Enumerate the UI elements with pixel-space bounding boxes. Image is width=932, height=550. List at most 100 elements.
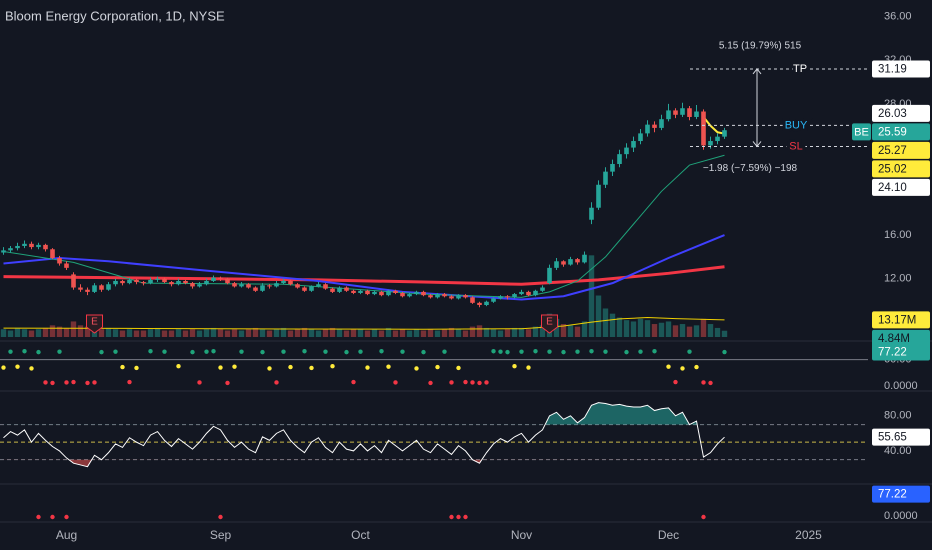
oscillator-dot bbox=[127, 379, 132, 385]
last-price-box bbox=[872, 123, 930, 141]
volume-bar bbox=[364, 330, 371, 337]
volume-bar bbox=[504, 329, 511, 337]
oscillator-dot bbox=[232, 364, 237, 369]
candle-body bbox=[71, 274, 76, 288]
candle-body bbox=[680, 108, 685, 115]
candle-body bbox=[316, 284, 321, 287]
volume-bar bbox=[217, 329, 224, 337]
rsi-line bbox=[3, 402, 725, 468]
volume-bar bbox=[175, 329, 182, 337]
stop-text: −1.98 (−7.59%) −198 bbox=[703, 163, 798, 174]
candle-body bbox=[155, 278, 160, 280]
oscillator-dot bbox=[225, 380, 230, 386]
oscillator-dot bbox=[435, 364, 440, 370]
volume-bar bbox=[49, 325, 56, 337]
volume-bar bbox=[665, 321, 672, 337]
volume-bar bbox=[196, 330, 203, 337]
volume-bar bbox=[441, 329, 448, 337]
volume-bar bbox=[630, 321, 637, 337]
candle-body bbox=[43, 244, 48, 250]
volume-bar bbox=[0, 329, 7, 337]
volume-bar bbox=[462, 330, 469, 337]
candle-body bbox=[652, 124, 657, 128]
volume-bar bbox=[679, 324, 686, 337]
oscillator-dot bbox=[204, 349, 209, 354]
volume-bar bbox=[280, 327, 287, 337]
candle-body bbox=[435, 294, 440, 298]
volume-bar bbox=[567, 325, 574, 337]
volume-bar bbox=[644, 320, 651, 337]
volume-bar bbox=[84, 326, 91, 337]
volume-bar bbox=[294, 329, 301, 337]
candle-body bbox=[687, 108, 692, 117]
candle-body bbox=[638, 133, 643, 142]
oscillator-dot bbox=[414, 366, 419, 371]
candle-body bbox=[561, 261, 566, 265]
volume-bar bbox=[35, 329, 42, 337]
volume-bar bbox=[448, 327, 455, 337]
oscillator-dot bbox=[274, 380, 279, 385]
volume-bar bbox=[231, 329, 238, 337]
volume-bar bbox=[189, 329, 196, 337]
oscillator-dot bbox=[379, 349, 384, 354]
candle-body bbox=[106, 284, 111, 290]
volume-bar bbox=[42, 327, 49, 337]
earnings-badge bbox=[86, 314, 103, 334]
volume-bar bbox=[434, 330, 441, 337]
candle-body bbox=[50, 249, 55, 259]
candle-body bbox=[85, 289, 90, 292]
volume-bar bbox=[693, 325, 700, 337]
candle-body bbox=[344, 287, 349, 291]
oscillator-dot bbox=[330, 364, 335, 369]
volume-bar bbox=[105, 327, 112, 337]
entry-price-box bbox=[872, 104, 930, 122]
volume-bar bbox=[707, 324, 714, 337]
volume-bar bbox=[112, 329, 119, 337]
candle-body bbox=[78, 287, 83, 290]
chart-title: Bloom Energy Corporation, 1D, NYSE bbox=[5, 8, 225, 23]
oscillator-dot bbox=[43, 380, 48, 385]
signal-dot bbox=[449, 514, 454, 520]
earnings-label: E bbox=[91, 317, 98, 328]
x-tick-label: Sep bbox=[210, 528, 232, 542]
oscillator-dot bbox=[708, 380, 713, 386]
oscillator-dot bbox=[176, 364, 181, 369]
candle-body bbox=[386, 290, 391, 296]
candle-body bbox=[120, 280, 125, 284]
volume-bar bbox=[245, 329, 252, 337]
candle-body bbox=[8, 248, 13, 251]
signal-dot bbox=[64, 514, 69, 520]
target-text: 5.15 (19.79%) 515 bbox=[719, 41, 802, 52]
oscillator-dot bbox=[519, 349, 524, 354]
candle-body bbox=[267, 285, 272, 287]
candle-body bbox=[281, 280, 286, 284]
ma-value-box bbox=[872, 160, 930, 178]
volume-bar bbox=[574, 326, 581, 337]
y-tick-label: 12.00 bbox=[884, 273, 912, 285]
oscillator-dot bbox=[120, 364, 125, 370]
candle-body bbox=[57, 258, 62, 264]
oscillator-dot bbox=[162, 349, 167, 354]
candle-body bbox=[449, 296, 454, 299]
target-price-box bbox=[872, 60, 930, 78]
stop-arrowhead bbox=[752, 141, 762, 148]
candle-body bbox=[442, 294, 447, 297]
oscillator-dot bbox=[526, 365, 531, 370]
candle-body bbox=[190, 283, 195, 287]
candle-body bbox=[645, 124, 650, 134]
volume-bar bbox=[637, 318, 644, 337]
oscillator-dot bbox=[638, 349, 643, 354]
candle-body bbox=[372, 291, 377, 295]
oscillator-dot bbox=[267, 366, 272, 371]
oscillator-dot bbox=[680, 366, 685, 371]
oscillator-dot bbox=[491, 349, 496, 354]
signal-dot bbox=[218, 514, 223, 520]
oscillator-dot bbox=[624, 349, 629, 355]
volume-bar bbox=[56, 326, 63, 337]
oscillator-dot bbox=[113, 349, 118, 354]
volume-bar bbox=[140, 330, 147, 337]
candle-body bbox=[407, 294, 412, 297]
oscillator-dot bbox=[8, 349, 13, 354]
earnings-label: E bbox=[546, 317, 553, 328]
